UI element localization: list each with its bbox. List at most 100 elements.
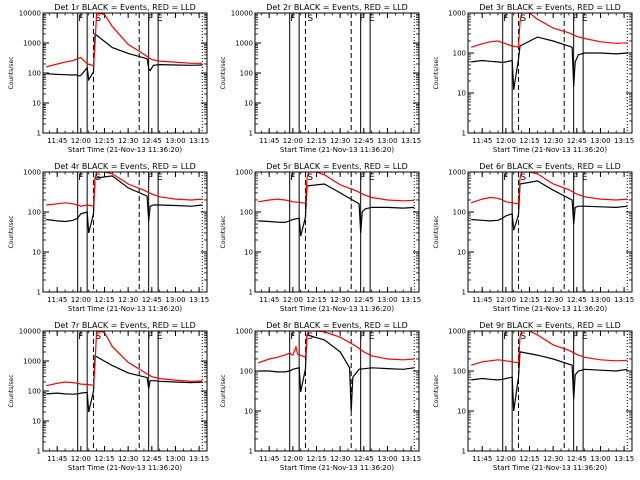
flag-label: F <box>290 173 295 183</box>
panel-title: Det 6r BLACK = Events, RED = LLD <box>479 162 621 171</box>
x-tick-label: 12:30 <box>118 296 138 304</box>
y-tick-label: 1000 <box>235 328 253 336</box>
plot-frame <box>467 171 633 293</box>
series-group <box>258 172 415 237</box>
panel-title: Det 2r BLACK = Events, RED = LLD <box>266 3 408 12</box>
y-axis-label: Counts/sec <box>433 56 440 89</box>
x-tick-label: 13:00 <box>377 455 397 463</box>
x-tick-label: 12:00 <box>283 455 303 463</box>
y-tick-label: 10 <box>244 408 253 416</box>
x-tick-label: 12:15 <box>94 296 114 304</box>
series-line-lld <box>471 13 628 48</box>
x-tick-label: 11:45 <box>259 455 279 463</box>
y-tick-label: 1 <box>462 289 466 297</box>
plot-frame <box>42 12 208 134</box>
x-tick-label: 12:00 <box>71 455 91 463</box>
y-axis-label: Counts/sec <box>220 56 227 89</box>
y-tick-label: 100 <box>453 50 466 58</box>
x-tick-label: 12:30 <box>330 296 350 304</box>
series-line-events <box>258 334 415 412</box>
x-tick-label: 11:45 <box>47 455 67 463</box>
flag-label: E <box>157 332 163 342</box>
y-tick-label: 1000 <box>235 169 253 177</box>
series-line-events <box>471 180 628 231</box>
plot-frame <box>254 171 420 293</box>
x-tick-label: 13:15 <box>401 296 421 304</box>
panel-det-7: Det 7r BLACK = Events, RED = LLD Counts/s… <box>8 321 209 472</box>
x-tick-label: 12:45 <box>567 455 587 463</box>
y-tick-label: 1 <box>37 448 41 456</box>
panel-title: Det 1r BLACK = Events, RED = LLD <box>54 3 196 12</box>
y-axis-label: Counts/sec <box>433 215 440 248</box>
y-tick-label: 1000 <box>235 40 253 48</box>
x-tick-label: 12:30 <box>543 137 563 145</box>
y-tick-label: 1 <box>249 289 253 297</box>
y-tick-label: 1 <box>37 130 41 138</box>
x-axis-label: Start Time (21-Nov-13 11:36:20) <box>280 464 394 472</box>
y-tick-label: 10 <box>457 90 466 98</box>
x-tick-label: 13:15 <box>189 455 209 463</box>
x-tick-label: 12:45 <box>142 296 162 304</box>
x-tick-label: 13:00 <box>590 296 610 304</box>
flag-label: S <box>95 332 101 342</box>
panel-title: Det 7r BLACK = Events, RED = LLD <box>54 321 196 330</box>
y-tick-label: 1000 <box>23 358 41 366</box>
flag-label: E <box>369 173 375 183</box>
x-axis-label: Start Time (21-Nov-13 11:36:20) <box>280 305 394 313</box>
y-tick-label: 100 <box>28 209 41 217</box>
panel-title: Det 8r BLACK = Events, RED = LLD <box>266 321 408 330</box>
x-axis-label: Start Time (21-Nov-13 11:36:20) <box>493 305 607 313</box>
x-axis-label: Start Time (21-Nov-13 11:36:20) <box>493 464 607 472</box>
flag-label: E <box>582 173 588 183</box>
panel-det-2: Det 2r BLACK = Events, RED = LLD Counts/s… <box>220 3 421 154</box>
y-tick-label: 100 <box>28 388 41 396</box>
flag-label: E <box>582 332 588 342</box>
y-tick-label: 1 <box>249 130 253 138</box>
series-line-events <box>46 175 203 234</box>
series-group <box>258 331 415 412</box>
y-axis-label: Counts/sec <box>8 56 15 89</box>
y-axis-label: Counts/sec <box>8 215 15 248</box>
series-group <box>471 172 628 231</box>
x-tick-label: 13:15 <box>189 296 209 304</box>
panel-title: Det 3r BLACK = Events, RED = LLD <box>479 3 621 12</box>
y-tick-label: 100 <box>240 70 253 78</box>
flag-label: S <box>307 332 313 342</box>
plot-frame <box>42 330 208 452</box>
x-tick-label: 12:45 <box>142 455 162 463</box>
plot-frame <box>254 12 420 134</box>
x-tick-label: 12:30 <box>543 455 563 463</box>
flag-label: F <box>78 332 83 342</box>
x-tick-label: 12:15 <box>519 296 539 304</box>
x-tick-label: 13:00 <box>165 137 185 145</box>
flag-label: E <box>369 332 375 342</box>
flag-label: F <box>503 14 508 24</box>
x-tick-label: 12:45 <box>142 137 162 145</box>
x-axis-label: Start Time (21-Nov-13 11:36:20) <box>68 305 182 313</box>
series-line-lld <box>46 13 203 68</box>
x-tick-label: 12:00 <box>71 296 91 304</box>
x-tick-label: 12:15 <box>519 137 539 145</box>
panel-title: Det 9r BLACK = Events, RED = LLD <box>479 321 621 330</box>
y-tick-label: 100 <box>28 70 41 78</box>
series-line-events <box>258 183 415 237</box>
x-tick-label: 12:00 <box>71 137 91 145</box>
y-tick-label: 1000 <box>448 169 466 177</box>
flag-label: S <box>95 14 101 24</box>
flag-label: F <box>573 332 578 342</box>
flag-label: S <box>520 173 526 183</box>
x-axis-label: Start Time (21-Nov-13 11:36:20) <box>68 146 182 154</box>
x-tick-label: 12:00 <box>496 455 516 463</box>
y-tick-label: 10 <box>457 249 466 257</box>
x-tick-label: 12:00 <box>496 296 516 304</box>
flag-label: E <box>582 14 588 24</box>
x-axis-label: Start Time (21-Nov-13 11:36:20) <box>493 146 607 154</box>
x-tick-label: 13:00 <box>590 455 610 463</box>
x-tick-label: 11:45 <box>259 296 279 304</box>
y-tick-label: 1 <box>249 448 253 456</box>
flag-label: F <box>148 14 153 24</box>
series-group <box>46 172 203 234</box>
y-tick-label: 1 <box>462 448 466 456</box>
panel-det-6: Det 6r BLACK = Events, RED = LLD Counts/s… <box>433 162 634 313</box>
plot-frame <box>254 330 420 452</box>
